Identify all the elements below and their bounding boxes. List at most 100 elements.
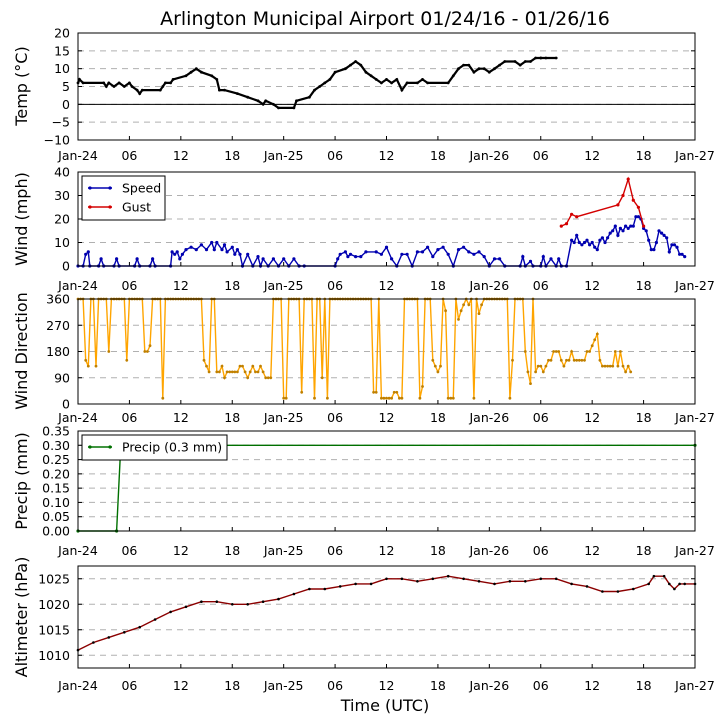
data-point [169,81,173,85]
data-point [600,236,605,240]
data-point [292,592,296,596]
data-point [498,257,502,261]
data-point [212,248,216,252]
y-axis-label: Precip (mm) [12,432,31,530]
data-point [200,600,203,603]
x-tick-label: 12 [379,148,395,163]
data-point [572,240,576,245]
data-point [395,390,399,394]
data-point [444,309,447,313]
x-tick-label: Jan-27 [674,678,715,693]
x-tick-label: 12 [173,278,189,293]
data-point [462,577,465,581]
x-tick-label: 18 [430,543,446,558]
data-point [140,88,144,92]
data-point [493,67,496,71]
y-axis-label: Wind Direction [12,292,31,410]
data-point [292,106,296,110]
data-point [112,85,116,88]
plot-frame [77,32,696,141]
data-point [238,252,242,256]
data-point [254,370,257,374]
data-point [107,81,111,85]
data-point [122,85,126,88]
data-point [256,370,260,374]
data-point [415,250,419,254]
y-tick-label: 360 [46,292,70,307]
x-tick-label: 06 [121,148,137,163]
data-point [277,106,280,110]
data-point [354,255,358,259]
legend-marker [108,205,112,209]
x-tick-label: 06 [121,410,137,425]
data-point [222,243,227,247]
panel-wind: 0 10 20 30 40 Jan-24 06 12 18 Jan-25 06 12 18 Jan-26 0… [12,165,715,294]
x-tick-label: 06 [533,148,549,163]
x-tick-label: Jan-25 [263,148,304,163]
data-point [416,580,419,583]
data-point [308,587,311,591]
y-tick-label: 20 [54,26,70,41]
data-point [524,580,527,583]
data-point [171,78,175,81]
data-point [384,245,389,249]
data-point [562,364,566,368]
x-tick-label: 06 [533,410,549,425]
data-point [570,238,574,242]
data-point [138,92,142,95]
data-point [230,370,234,374]
x-tick-label: 06 [533,278,549,293]
data-point [173,252,177,256]
data-point [359,63,363,67]
data-point [626,364,630,368]
x-tick-label: 18 [224,543,240,558]
data-point [392,390,396,394]
legend-label: Gust [122,200,151,215]
data-point [557,350,561,353]
x-tick-label: Jan-27 [674,278,715,293]
data-point [570,212,574,216]
legend-marker [88,186,92,190]
data-point [493,582,496,586]
data-point [180,252,184,256]
y-axis-label: Altimeter (hPa) [12,557,31,678]
data-point [398,396,401,400]
data-point [583,358,586,362]
data-point [541,255,545,259]
data-point [431,358,435,362]
data-point [570,582,573,586]
data-point [508,580,512,583]
data-point [431,255,435,259]
data-point [354,582,357,586]
data-point [169,610,172,614]
data-point [348,252,353,256]
data-point [313,88,316,92]
data-point [585,350,589,353]
data-point [552,350,555,353]
data-point [636,215,641,219]
data-point [215,600,219,603]
data-point [261,102,265,106]
x-tick-label: Jan-25 [263,678,304,693]
x-tick-label: Jan-27 [674,148,715,163]
data-point [272,102,275,106]
x-tick-label: 12 [379,410,395,425]
legend-label: Precip (0.3 mm) [122,440,222,455]
data-point [246,603,249,606]
data-point [554,350,558,353]
x-tick-label: Jan-24 [57,278,98,293]
data-point [104,85,108,88]
x-tick-label: 18 [224,678,240,693]
data-point [223,88,226,92]
data-point [616,364,620,368]
data-point [344,67,347,71]
x-tick-label: 18 [636,678,652,693]
data-point [585,585,589,588]
data-point [557,257,561,261]
data-point [667,250,671,254]
data-point [369,74,373,78]
x-tick-label: Jan-24 [57,148,98,163]
data-point [567,358,571,362]
data-point [467,303,471,307]
data-point [446,396,450,400]
